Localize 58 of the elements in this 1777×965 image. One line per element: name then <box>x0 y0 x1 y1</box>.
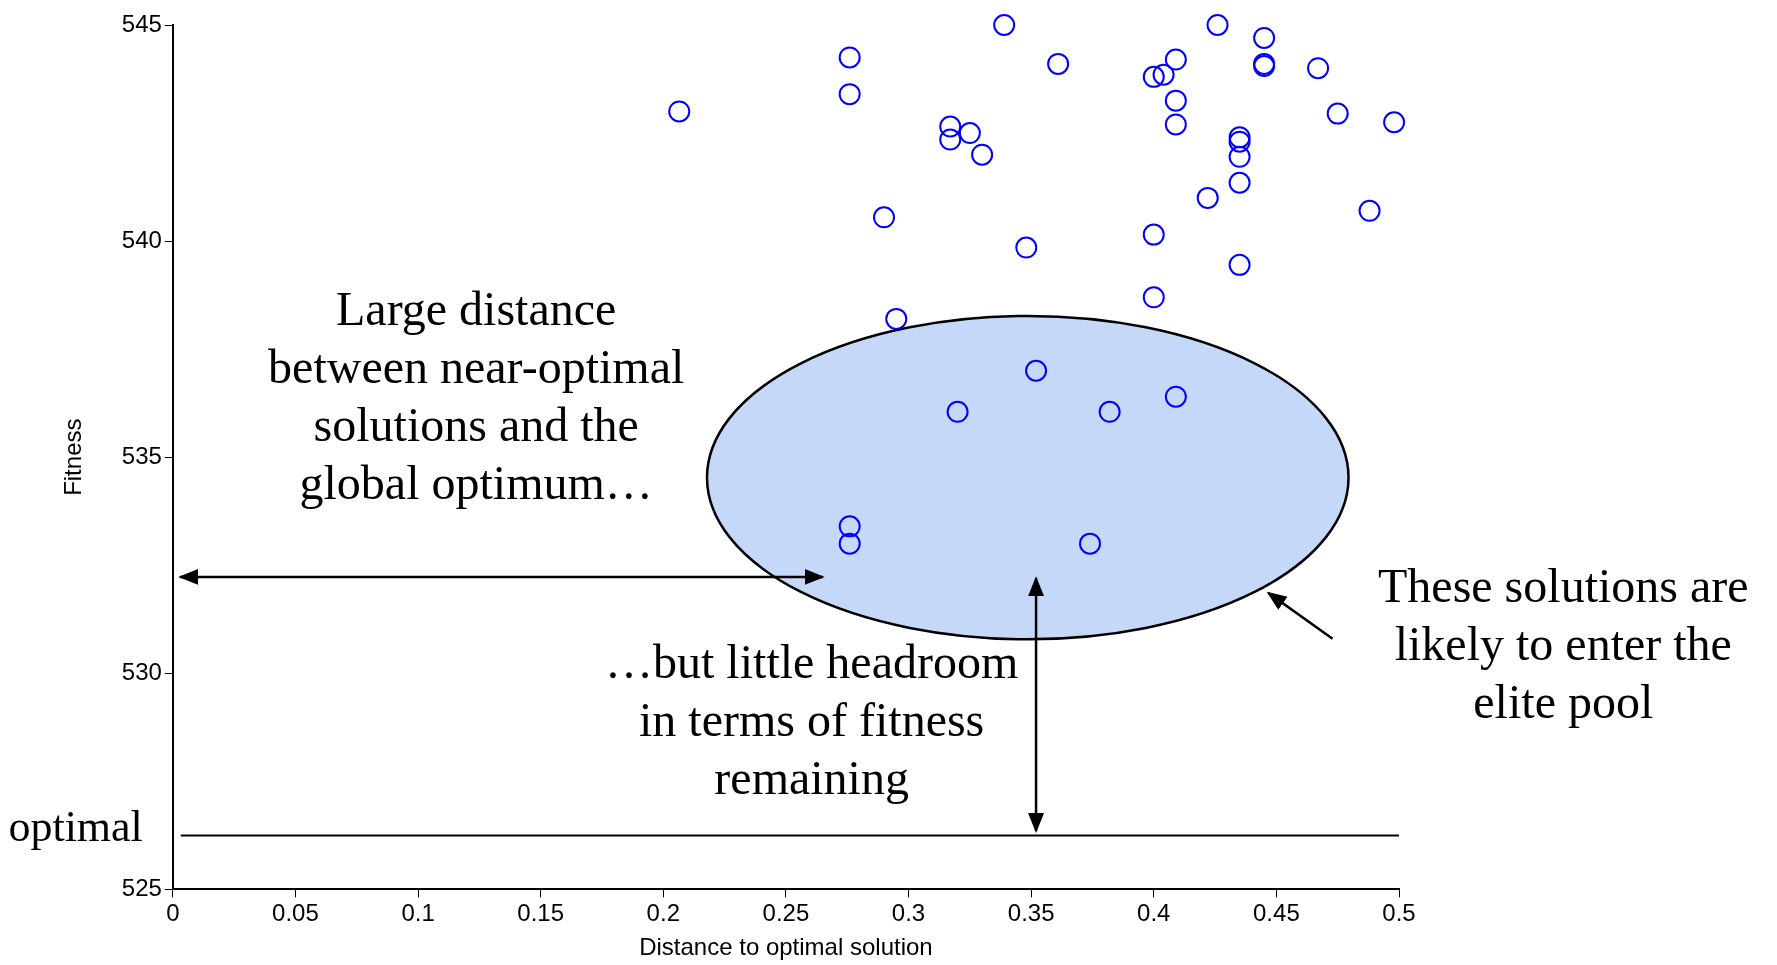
point <box>1326 102 1349 125</box>
point <box>1228 171 1251 194</box>
point <box>873 206 896 229</box>
x-tick-label: 0.15 <box>517 899 565 927</box>
y-tick-label: 535 <box>121 441 162 469</box>
point <box>1015 236 1038 259</box>
point <box>668 100 691 123</box>
y-axis-title: Fitness <box>59 418 87 496</box>
point <box>1228 145 1251 168</box>
x-axis-title: Distance to optimal solution <box>639 933 933 961</box>
point <box>1253 26 1276 49</box>
point <box>1196 186 1219 209</box>
point <box>885 307 908 330</box>
point <box>1383 111 1406 134</box>
point <box>1079 532 1102 555</box>
point <box>838 532 861 555</box>
x-tick-label: 0 <box>166 899 180 927</box>
ref-line-label: optimal <box>8 801 143 851</box>
point <box>1164 89 1187 112</box>
point <box>838 515 861 538</box>
x-tick-label: 0.35 <box>1007 899 1055 927</box>
point <box>958 122 981 145</box>
annotation: These solutions are likely to enter the elite pool <box>1377 557 1750 730</box>
point <box>1164 113 1187 136</box>
point <box>1228 253 1251 276</box>
y-tick-label: 545 <box>121 9 162 37</box>
point <box>1142 286 1165 309</box>
annotation: Large distance between near-optimal solutions and the global optimum… <box>267 281 686 511</box>
y-tick-label: 525 <box>121 874 162 902</box>
point <box>971 143 994 166</box>
point <box>838 83 861 106</box>
point <box>1142 65 1165 88</box>
point <box>1098 400 1121 423</box>
x-tick-label: 0.45 <box>1253 899 1300 927</box>
x-tick-label: 0.4 <box>1137 899 1171 927</box>
point <box>1164 385 1187 408</box>
point <box>1142 223 1165 246</box>
point <box>939 128 962 151</box>
point <box>1025 359 1048 382</box>
annotation: …but little headroom in terms of fitness remaining <box>604 634 1020 807</box>
point <box>1152 63 1175 86</box>
point <box>1358 199 1381 222</box>
x-tick-label: 0.25 <box>762 899 810 927</box>
point <box>1047 52 1070 75</box>
point <box>993 14 1016 36</box>
point <box>1164 48 1187 71</box>
x-tick-label: 0.3 <box>891 899 926 927</box>
point <box>1307 57 1330 80</box>
y-tick-label: 530 <box>121 657 162 685</box>
x-tick-label: 0.5 <box>1382 899 1416 927</box>
point <box>939 115 962 138</box>
x-tick-label: 0.05 <box>272 899 319 927</box>
point <box>838 46 861 69</box>
point <box>946 400 969 423</box>
y-tick-label: 540 <box>121 225 162 253</box>
point <box>1206 14 1229 36</box>
x-tick-label: 0.2 <box>646 899 680 927</box>
x-tick-label: 0.1 <box>401 899 435 927</box>
